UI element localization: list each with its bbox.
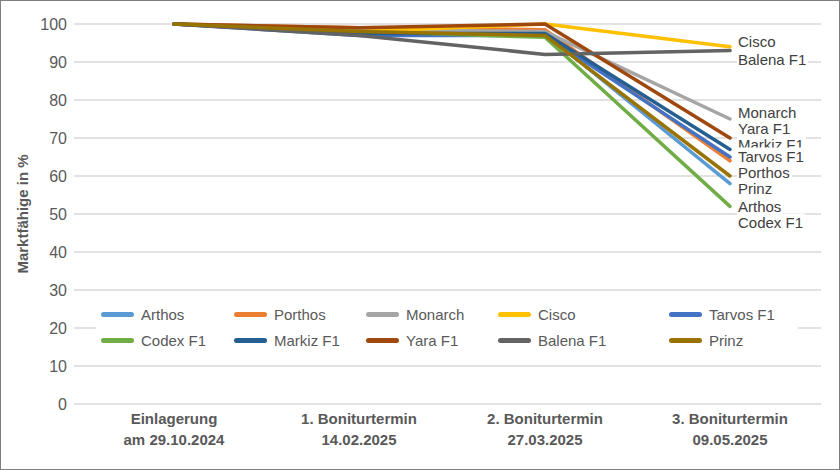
legend-item: Markiz F1 xyxy=(234,329,340,351)
x-axis-label-line: 1. Boniturtermin xyxy=(259,408,459,429)
x-axis-label-line: 2. Boniturtermin xyxy=(445,408,645,429)
legend-label: Arthos xyxy=(141,306,184,323)
legend-item: Monarch xyxy=(366,303,464,325)
legend-label: Codex F1 xyxy=(141,332,206,349)
y-tick-label: 70 xyxy=(1,128,67,149)
legend-swatch xyxy=(498,312,531,317)
legend-label: Cisco xyxy=(538,306,576,323)
series-end-label: Monarch xyxy=(737,104,798,121)
y-tick-label: 20 xyxy=(1,318,67,339)
series-end-label: Cisco xyxy=(737,33,778,50)
x-axis-label: 1. Boniturtermin14.02.2025 xyxy=(259,408,459,450)
x-axis-label-line: am 29.10.2024 xyxy=(74,429,274,450)
legend-item: Yara F1 xyxy=(366,329,458,351)
series-end-label: Prinz xyxy=(737,180,774,197)
series-end-label: Balena F1 xyxy=(737,51,808,68)
series-end-label: Arthos xyxy=(737,198,783,215)
x-axis-label-line: 09.05.2025 xyxy=(630,429,830,450)
x-axis-label: Einlagerungam 29.10.2024 xyxy=(74,408,274,450)
y-tick-label: 40 xyxy=(1,242,67,263)
x-axis-label-line: 14.02.2025 xyxy=(259,429,459,450)
legend-swatch xyxy=(669,312,702,317)
legend-item: Prinz xyxy=(669,329,743,351)
y-tick-label: 80 xyxy=(1,90,67,111)
y-tick-label: 100 xyxy=(1,14,67,35)
legend-item: Cisco xyxy=(498,303,576,325)
y-tick-label: 10 xyxy=(1,356,67,377)
legend-swatch xyxy=(498,338,531,343)
chart-container: Marktfähige in % 1009080706050403020100 … xyxy=(0,0,840,470)
legend-label: Markiz F1 xyxy=(274,332,340,349)
legend-item: Porthos xyxy=(234,303,326,325)
x-axis-label: 3. Boniturtermin09.05.2025 xyxy=(630,408,830,450)
series-end-label: Tarvos F1 xyxy=(737,148,806,165)
y-tick-label: 50 xyxy=(1,204,67,225)
legend-label: Monarch xyxy=(406,306,464,323)
legend-label: Porthos xyxy=(274,306,326,323)
y-tick-label: 30 xyxy=(1,280,67,301)
legend-swatch xyxy=(234,338,267,343)
series-end-label: Porthos xyxy=(737,164,792,181)
legend-label: Tarvos F1 xyxy=(709,306,775,323)
legend-item: Balena F1 xyxy=(498,329,606,351)
legend-label: Yara F1 xyxy=(406,332,458,349)
legend-swatch xyxy=(669,338,702,343)
legend-swatch xyxy=(101,312,134,317)
legend-label: Balena F1 xyxy=(538,332,606,349)
legend-swatch xyxy=(234,312,267,317)
series-end-label: Codex F1 xyxy=(737,214,805,231)
y-tick-label: 60 xyxy=(1,166,67,187)
legend-swatch xyxy=(366,338,399,343)
legend-item: Tarvos F1 xyxy=(669,303,775,325)
y-tick-label: 90 xyxy=(1,52,67,73)
legend-item: Arthos xyxy=(101,303,184,325)
x-axis-label: 2. Boniturtermin27.03.2025 xyxy=(445,408,645,450)
legend-swatch xyxy=(101,338,134,343)
x-axis-label-line: Einlagerung xyxy=(74,408,274,429)
series-end-label: Yara F1 xyxy=(737,120,792,137)
legend-item: Codex F1 xyxy=(101,329,206,351)
x-axis-label-line: 3. Boniturtermin xyxy=(630,408,830,429)
legend-swatch xyxy=(366,312,399,317)
legend: Arthos Porthos Monarch Cisco Tarvos F1 Codex … xyxy=(96,297,798,357)
legend-label: Prinz xyxy=(709,332,743,349)
plot-area xyxy=(1,1,840,470)
y-tick-label: 0 xyxy=(1,394,67,415)
x-axis-label-line: 27.03.2025 xyxy=(445,429,645,450)
